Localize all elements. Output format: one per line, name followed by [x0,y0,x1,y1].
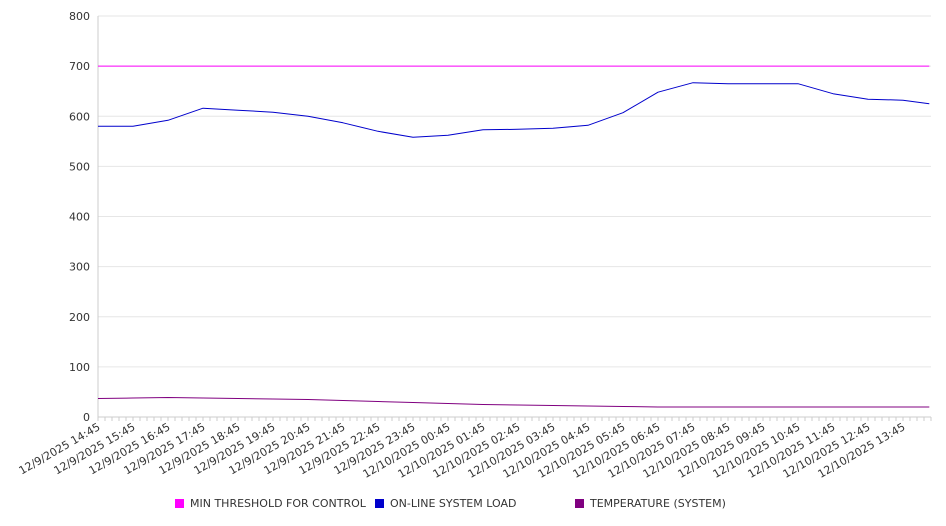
axes [97,16,932,421]
legend-item-temperature: TEMPERATURE (SYSTEM) [575,497,726,510]
legend-swatch-system-load [375,499,384,508]
y-tick-label: 300 [69,261,90,274]
legend-label-temperature: TEMPERATURE (SYSTEM) [590,497,726,510]
y-tick-label: 500 [69,160,90,173]
legend-swatch-min-threshold [175,499,184,508]
legend-item-min-threshold: MIN THRESHOLD FOR CONTROL [175,497,366,510]
legend: MIN THRESHOLD FOR CONTROL ON-LINE SYSTEM… [0,497,946,517]
legend-label-min-threshold: MIN THRESHOLD FOR CONTROL [190,497,366,510]
y-tick-label: 0 [83,411,90,424]
legend-item-system-load: ON-LINE SYSTEM LOAD [375,497,516,510]
series-line-temperature-system [97,397,930,408]
series-lines [97,65,930,408]
y-tick-label: 100 [69,361,90,374]
grid-lines [98,15,931,368]
y-tick-label: 800 [69,10,90,23]
y-tick-label: 400 [69,211,90,224]
y-tick-label: 600 [69,110,90,123]
y-tick-label: 700 [69,60,90,73]
legend-swatch-temperature [575,499,584,508]
y-tick-label: 200 [69,311,90,324]
legend-label-system-load: ON-LINE SYSTEM LOAD [390,497,517,510]
series-line-on-line-system-load [98,82,930,138]
y-tick-labels: 0 100 200 300 400 500 600 700 800 [69,10,90,424]
